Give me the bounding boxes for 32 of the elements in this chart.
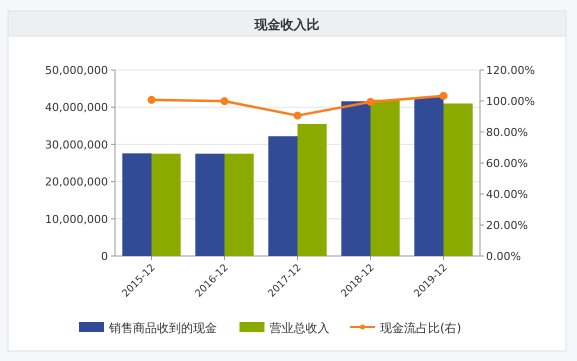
bar: [195, 154, 224, 256]
legend-label: 现金流占比(右): [380, 321, 462, 335]
point: [148, 96, 156, 104]
y2-tick-label: 0.00%: [486, 250, 521, 263]
y2-tick-label: 60.00%: [486, 157, 528, 170]
legend-label: 营业总收入: [270, 321, 330, 335]
point: [220, 97, 228, 106]
y-tick-label: 20,000,000: [45, 176, 108, 189]
y-tick-label: 30,000,000: [45, 138, 108, 152]
y-tick-label: 50,000,000: [45, 64, 108, 77]
bar: [414, 98, 444, 256]
y-tick-label: 10,000,000: [45, 212, 108, 226]
y2-tick-label: 40.00%: [486, 188, 528, 201]
y-tick-label: 0: [101, 250, 108, 263]
bar: [268, 136, 298, 256]
point: [366, 98, 374, 106]
chart-title: 现金收入比: [254, 17, 320, 33]
bar: [370, 100, 400, 256]
bar: [298, 124, 327, 256]
bar: [152, 154, 181, 256]
y2-tick-label: 100.00%: [486, 95, 535, 108]
point: [294, 112, 302, 120]
bar: [224, 154, 254, 256]
bar: [444, 103, 473, 256]
y2-tick-label: 120.00%: [486, 64, 535, 77]
y2-tick-label: 80.00%: [486, 126, 528, 139]
bar: [122, 153, 152, 256]
legend-label: 销售商品收到的现金: [108, 321, 217, 335]
bar: [341, 101, 370, 256]
y-tick-label: 40,000,000: [45, 101, 108, 114]
y2-tick-label: 20.00%: [486, 219, 528, 232]
point: [440, 92, 448, 100]
